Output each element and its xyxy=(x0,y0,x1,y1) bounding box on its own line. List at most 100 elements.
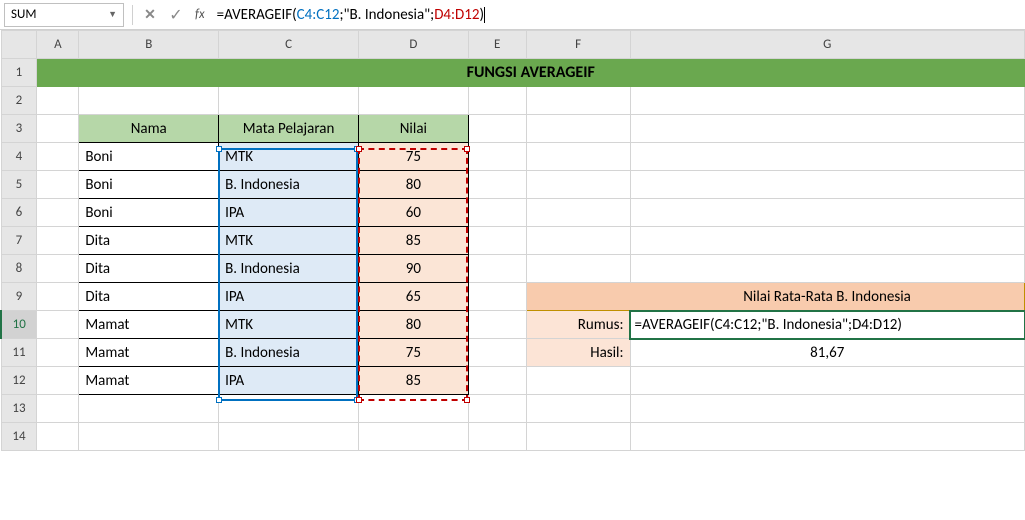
fx-label[interactable]: fx xyxy=(189,7,211,22)
row-header-2[interactable]: 2 xyxy=(1,87,37,115)
table-header-nilai[interactable]: Nilai xyxy=(358,115,468,143)
cell[interactable] xyxy=(526,283,630,311)
cell-mapel[interactable]: B. Indonesia xyxy=(219,255,359,283)
cell[interactable] xyxy=(468,367,526,395)
cell[interactable] xyxy=(526,199,630,227)
cell-nama[interactable]: Mamat xyxy=(79,311,219,339)
cell[interactable] xyxy=(630,171,1024,199)
row-header-8[interactable]: 8 xyxy=(1,255,37,283)
cell[interactable] xyxy=(37,171,79,199)
cell-mapel[interactable]: MTK xyxy=(219,227,359,255)
col-header-G[interactable]: G xyxy=(630,31,1024,59)
name-box[interactable]: SUM ▼ xyxy=(4,3,124,27)
title-cell[interactable]: FUNGSI AVERAGEIF xyxy=(37,59,1025,87)
cell[interactable] xyxy=(37,199,79,227)
row-header-1[interactable]: 1 xyxy=(1,59,37,87)
cell[interactable] xyxy=(468,339,526,367)
cell[interactable] xyxy=(526,143,630,171)
cell-nilai[interactable]: 65 xyxy=(358,283,468,311)
col-header-D[interactable]: D xyxy=(358,31,468,59)
cell-nilai[interactable]: 80 xyxy=(358,171,468,199)
cell-nilai[interactable]: 80 xyxy=(358,311,468,339)
result-box-title[interactable]: Nilai Rata-Rata B. Indonesia xyxy=(630,283,1024,311)
rumus-value-cell[interactable]: =AVERAGEIF(C4:C12;"B. Indonesia";D4:D12) xyxy=(630,311,1024,339)
col-header-F[interactable]: F xyxy=(526,31,630,59)
cell[interactable] xyxy=(526,115,630,143)
row-header-11[interactable]: 11 xyxy=(1,339,37,367)
cell-nilai[interactable]: 85 xyxy=(358,227,468,255)
table-header-nama[interactable]: Nama xyxy=(79,115,219,143)
row-header-4[interactable]: 4 xyxy=(1,143,37,171)
cell[interactable] xyxy=(526,171,630,199)
cell[interactable] xyxy=(526,255,630,283)
cell[interactable] xyxy=(526,87,630,115)
cell[interactable] xyxy=(630,367,1024,395)
cell-mapel[interactable]: MTK xyxy=(219,311,359,339)
col-header-B[interactable]: B xyxy=(79,31,219,59)
cell[interactable] xyxy=(468,199,526,227)
row-header-3[interactable]: 3 xyxy=(1,115,37,143)
cell-nama[interactable]: Dita xyxy=(79,227,219,255)
rumus-label[interactable]: Rumus: xyxy=(526,311,630,339)
cell-mapel[interactable]: MTK xyxy=(219,143,359,171)
cell[interactable] xyxy=(79,423,219,451)
cell[interactable] xyxy=(468,395,526,423)
cell[interactable] xyxy=(358,395,468,423)
cell-nama[interactable]: Mamat xyxy=(79,367,219,395)
cell[interactable] xyxy=(37,143,79,171)
cell[interactable] xyxy=(358,423,468,451)
cell-nilai[interactable]: 90 xyxy=(358,255,468,283)
cell-nama[interactable]: Boni xyxy=(79,199,219,227)
cell[interactable] xyxy=(526,423,630,451)
cell[interactable] xyxy=(630,199,1024,227)
col-header-E[interactable]: E xyxy=(468,31,526,59)
cell[interactable] xyxy=(468,171,526,199)
cell-nilai[interactable]: 75 xyxy=(358,143,468,171)
cell[interactable] xyxy=(37,311,79,339)
row-header-14[interactable]: 14 xyxy=(1,423,37,451)
cell[interactable] xyxy=(219,87,359,115)
cell[interactable] xyxy=(37,423,79,451)
grid[interactable]: A B C D E F G 1 FUNGSI AVERAGEIF 2 3 Nam… xyxy=(0,30,1025,451)
cell[interactable] xyxy=(37,283,79,311)
table-header-mapel[interactable]: Mata Pelajaran xyxy=(219,115,359,143)
cell[interactable] xyxy=(37,395,79,423)
row-header-9[interactable]: 9 xyxy=(1,283,37,311)
cell-mapel[interactable]: IPA xyxy=(219,283,359,311)
confirm-button[interactable]: ✓ xyxy=(163,3,189,27)
cell[interactable] xyxy=(37,87,79,115)
cell-nama[interactable]: Dita xyxy=(79,283,219,311)
col-header-A[interactable]: A xyxy=(37,31,79,59)
cell-nama[interactable]: Boni xyxy=(79,143,219,171)
cancel-button[interactable]: ✕ xyxy=(137,3,163,27)
cell[interactable] xyxy=(468,255,526,283)
cell[interactable] xyxy=(219,395,359,423)
formula-input[interactable]: =AVERAGEIF(C4:C12;"B. Indonesia";D4:D12) xyxy=(211,3,1025,27)
cell[interactable] xyxy=(630,227,1024,255)
cell[interactable] xyxy=(526,395,630,423)
cell[interactable] xyxy=(468,423,526,451)
cell[interactable] xyxy=(630,143,1024,171)
cell-mapel[interactable]: B. Indonesia xyxy=(219,171,359,199)
cell[interactable] xyxy=(630,115,1024,143)
row-header-5[interactable]: 5 xyxy=(1,171,37,199)
cell[interactable] xyxy=(79,395,219,423)
cell[interactable] xyxy=(37,115,79,143)
cell-nilai[interactable]: 75 xyxy=(358,339,468,367)
select-all-corner[interactable] xyxy=(1,31,37,59)
cell-mapel[interactable]: IPA xyxy=(219,199,359,227)
cell-nama[interactable]: Mamat xyxy=(79,339,219,367)
cell[interactable] xyxy=(468,283,526,311)
cell[interactable] xyxy=(37,339,79,367)
cell-nilai[interactable]: 85 xyxy=(358,367,468,395)
cell-nilai[interactable]: 60 xyxy=(358,199,468,227)
row-header-13[interactable]: 13 xyxy=(1,395,37,423)
cell[interactable] xyxy=(630,423,1024,451)
col-header-C[interactable]: C xyxy=(219,31,359,59)
cell[interactable] xyxy=(468,311,526,339)
cell-mapel[interactable]: IPA xyxy=(219,367,359,395)
cell[interactable] xyxy=(468,87,526,115)
cell-nama[interactable]: Dita xyxy=(79,255,219,283)
row-header-10[interactable]: 10 xyxy=(1,311,37,339)
cell[interactable] xyxy=(37,255,79,283)
